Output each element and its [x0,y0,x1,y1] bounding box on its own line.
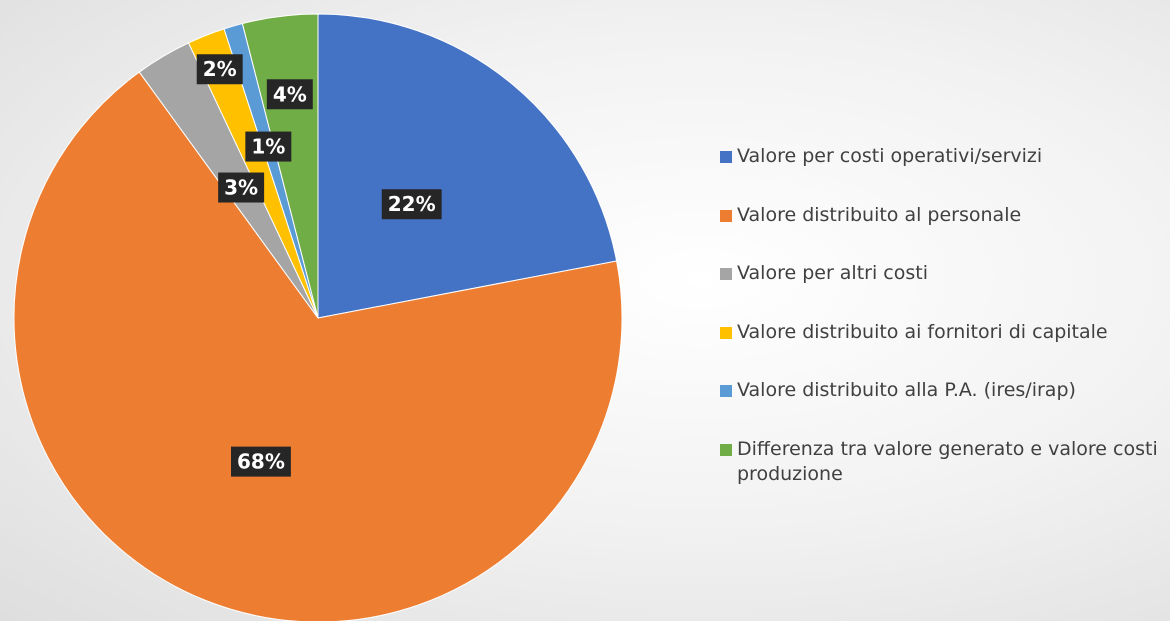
pie-slice [317,13,618,319]
legend-item: Valore per altri costi [720,261,1165,320]
data-label: 3% [224,176,258,200]
legend: Valore per costi operativi/servizi Valore… [720,144,1165,495]
legend-label: Valore per altri costi [737,262,928,284]
legend-label: Valore per costi operativi/servizi [737,145,1043,167]
legend-swatch [720,209,732,222]
data-label: 4% [273,82,307,106]
legend-item: Valore distribuito ai fornitori di capit… [720,320,1165,379]
legend-label: Valore distribuito al personale [737,203,1022,226]
legend-item: Valore distribuito al personale [720,203,1165,262]
legend-item: Valore per costi operativi/servizi [720,144,1165,203]
legend-label: Valore distribuito alla P.A. (ires/irap) [737,379,1076,401]
data-label: 68% [237,450,285,474]
data-label-box [245,131,292,162]
legend-item: Valore distribuito alla P.A. (ires/irap) [720,378,1165,437]
data-label-box [218,172,265,203]
legend-swatch [720,326,732,339]
legend-swatch [720,443,732,456]
legend-swatch [720,385,732,397]
data-label: 2% [203,57,237,81]
legend-label: Differenza tra valore generato e valore … [737,437,1158,485]
legend-swatch [720,268,732,280]
data-label-box [381,189,442,220]
data-label-box [196,54,243,85]
data-label: 1% [251,135,285,159]
data-label: 22% [388,192,436,216]
data-label-box [231,446,291,477]
legend-label: Valore distribuito ai fornitori di capit… [737,320,1108,343]
pie-slice [13,71,623,621]
data-label-box [266,79,313,110]
legend-item: Differenza tra valore generato e valore … [720,437,1165,496]
legend-swatch [720,151,732,163]
